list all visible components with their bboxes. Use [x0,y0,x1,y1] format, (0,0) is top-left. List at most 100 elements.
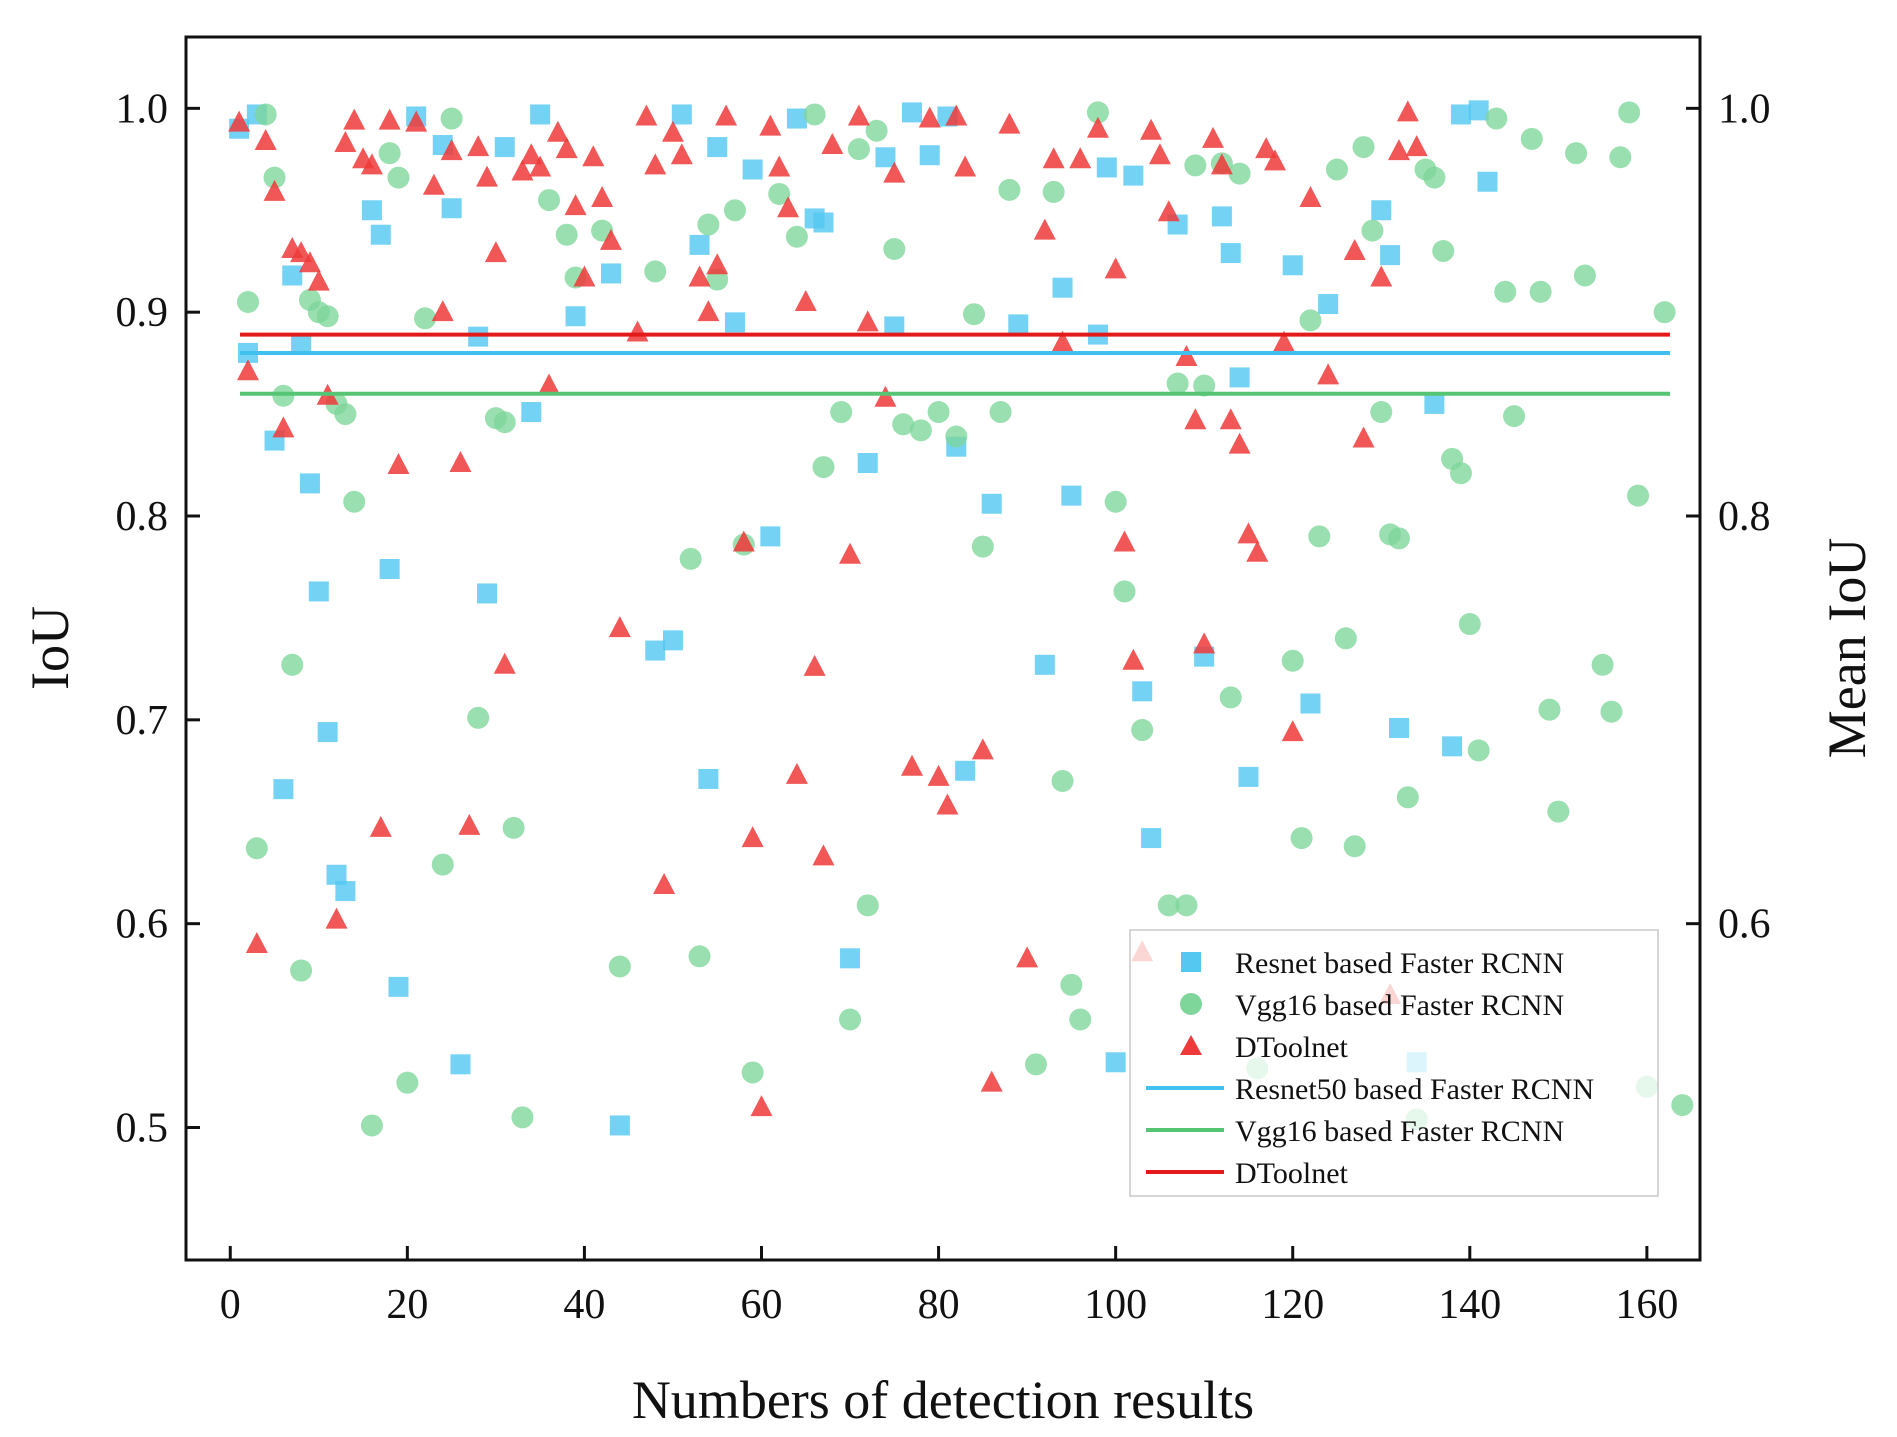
vgg16-point [1228,162,1251,185]
resnet-point [521,402,542,423]
vgg16-point [1086,101,1109,124]
resnet-point [813,212,834,233]
vgg16-point [768,182,791,205]
dtoolnet-point [236,359,259,381]
dtoolnet-point [422,173,445,195]
dtoolnet-point [591,186,614,208]
vgg16-point [1166,372,1189,395]
resnet-point [565,306,586,327]
vgg16-point [1343,835,1366,858]
vgg16-point [502,816,525,839]
resnet-point [884,316,905,337]
dtoolnet-point [697,300,720,322]
dtoolnet-point [298,251,321,273]
legend-label-dtoolnet-mean: DToolnet [1235,1157,1349,1190]
vgg16-point [971,535,994,558]
dtoolnet-point [263,179,286,201]
resnet-point [1141,828,1162,849]
resnet-point [273,779,294,800]
dtoolnet-point [546,120,569,142]
dtoolnet-point [520,143,543,165]
dtoolnet-point [1104,257,1127,279]
vgg16-point [1175,894,1198,917]
dtoolnet-point [1281,720,1304,742]
legend-label-vgg: Vgg16 based Faster RCNN [1235,989,1564,1022]
x-tick-label: 40 [563,1282,605,1328]
vgg16-point [316,305,339,328]
dtoolnet-point [608,616,631,638]
dtoolnet-point [954,155,977,177]
dtoolnet-point [538,373,561,395]
dtoolnet-point [1157,200,1180,222]
dtoolnet-point [856,310,879,332]
dtoolnet-point [759,114,782,136]
dtoolnet-point [1370,265,1393,287]
dtoolnet-point [1255,137,1278,159]
resnet-point [379,559,400,580]
resnet-point [441,198,462,219]
vgg16-point [1060,973,1083,996]
dtoolnet-point [1122,648,1145,670]
dtoolnet-point [839,542,862,564]
y-tick-label: 0.9 [116,290,169,336]
resnet-point [530,104,551,125]
dtoolnet-point [1140,118,1163,140]
vgg16-point [538,189,561,212]
resnet-point [1034,654,1055,675]
dtoolnet-point [1033,218,1056,240]
resnet-point [1211,206,1232,227]
vgg16-point [1396,786,1419,809]
dtoolnet-point [1184,408,1207,430]
dtoolnet-point [750,1095,773,1117]
dtoolnet-point [901,754,924,776]
resnet-point [919,145,940,166]
dtoolnet-point [387,453,410,475]
vgg16-point [688,945,711,968]
dtoolnet-point [1210,153,1233,175]
dtoolnet-point [1069,147,1092,169]
vgg16-point [1573,264,1596,287]
dtoolnet-point [272,416,295,438]
dtoolnet-point [785,762,808,784]
vgg16-point [1325,158,1348,181]
x-tick-label: 100 [1084,1282,1147,1328]
legend-label-vgg16-mean: Vgg16 based Faster RCNN [1235,1115,1564,1148]
dtoolnet-point [715,104,738,126]
dtoolnet-point [1272,330,1295,352]
vgg16-point [812,456,835,479]
right-y-axis-ticks: 0.6 0.8 1.0 [1686,86,1771,948]
vgg16-point [865,119,888,142]
x-tick-label: 160 [1615,1282,1678,1328]
vgg16-point [883,237,906,260]
vgg16-point [1113,580,1136,603]
vgg16-point [245,837,268,860]
vgg16-point [847,138,870,161]
dtoolnet-point [405,110,428,132]
vgg16-point [1485,107,1508,130]
resnet-point [1008,314,1029,335]
dtoolnet-point [847,104,870,126]
dtoolnet-point [1299,186,1322,208]
vgg16-point [1290,827,1313,850]
dtoolnet-point [670,143,693,165]
dtoolnet-point [1193,632,1216,654]
y-tick-label: 0.6 [116,902,169,948]
dtoolnet-point [1352,426,1375,448]
vgg16-point [962,303,985,326]
dtoolnet-point [476,165,499,187]
vgg16-point [1281,649,1304,672]
vgg16-point [511,1106,534,1129]
dtoolnet-point [688,265,711,287]
vgg16-point [1334,627,1357,650]
vgg16-point [1538,698,1561,721]
resnet-point [1105,1052,1126,1073]
vgg16-point [396,1071,419,1094]
dtoolnet-point [1219,408,1242,430]
resnet-point [760,526,781,547]
dtoolnet-point [936,793,959,815]
vgg16-point [1308,525,1331,548]
dtoolnet-point [883,161,906,183]
vgg16-point [1503,405,1526,428]
legend-box [1129,929,1659,1197]
